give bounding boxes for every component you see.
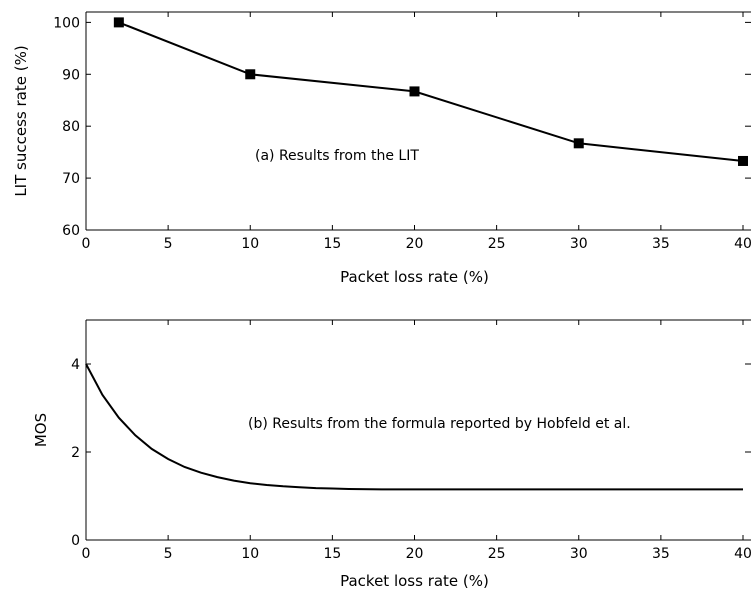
x-tick-label-a-25: 25 — [488, 236, 506, 252]
x-tick-label-b-20: 20 — [406, 546, 424, 562]
data-point-a-2 — [113, 17, 124, 28]
y-tick-label-a-70: 70 — [62, 171, 80, 187]
y-axis-title-a: LIT success rate (%) — [12, 45, 30, 196]
data-point-a-20 — [409, 86, 420, 97]
x-tick-label-b-40: 40 — [734, 546, 751, 562]
data-point-a-30 — [573, 138, 584, 149]
x-tick-label-b-10: 10 — [241, 546, 259, 562]
annotation-b: (b) Results from the formula reported by… — [248, 416, 631, 432]
x-tick-label-a-0: 0 — [82, 236, 91, 252]
x-tick-label-b-25: 25 — [488, 546, 506, 562]
x-tick-label-b-30: 30 — [570, 546, 588, 562]
x-tick-label-b-35: 35 — [652, 546, 670, 562]
data-point-a-40 — [738, 155, 748, 166]
x-tick-label-a-15: 15 — [323, 236, 341, 252]
x-tick-label-b-15: 15 — [323, 546, 341, 562]
panel-a-chart: 0 5 10 15 20 25 30 35 40 60 70 80 90 100 Packet loss r… — [12, 11, 751, 286]
x-tick-label-a-20: 20 — [406, 236, 424, 252]
y-tick-label-a-90: 90 — [62, 67, 80, 83]
x-tick-label-a-30: 30 — [570, 236, 588, 252]
y-tick-label-b-2: 2 — [71, 445, 80, 461]
y-tick-label-b-4: 4 — [71, 357, 80, 373]
y-tick-label-b-0: 0 — [71, 533, 80, 549]
x-axis-title-a: Packet loss rate (%) — [340, 268, 489, 286]
x-tick-label-b-0: 0 — [82, 546, 91, 562]
x-axis-title-b: Packet loss rate (%) — [340, 572, 489, 590]
series-line-b-0 — [85, 363, 743, 491]
panel-b-chart: 0 5 10 15 20 25 30 35 40 0 2 4 Packet loss rate (%) M… — [32, 319, 751, 590]
y-axis-title-b: MOS — [32, 413, 50, 447]
y-tick-label-a-60: 60 — [62, 223, 80, 239]
data-point-a-10 — [245, 69, 256, 80]
x-tick-label-a-5: 5 — [164, 236, 173, 252]
x-tick-label-a-35: 35 — [652, 236, 670, 252]
x-tick-label-b-5: 5 — [164, 546, 173, 562]
x-tick-label-a-40: 40 — [734, 236, 751, 252]
x-tick-label-a-10: 10 — [241, 236, 259, 252]
annotation-a: (a) Results from the LIT — [255, 148, 419, 164]
y-tick-label-a-80: 80 — [62, 119, 80, 135]
y-tick-label-a-100: 100 — [53, 15, 80, 31]
series-line-a-0 — [118, 21, 744, 162]
